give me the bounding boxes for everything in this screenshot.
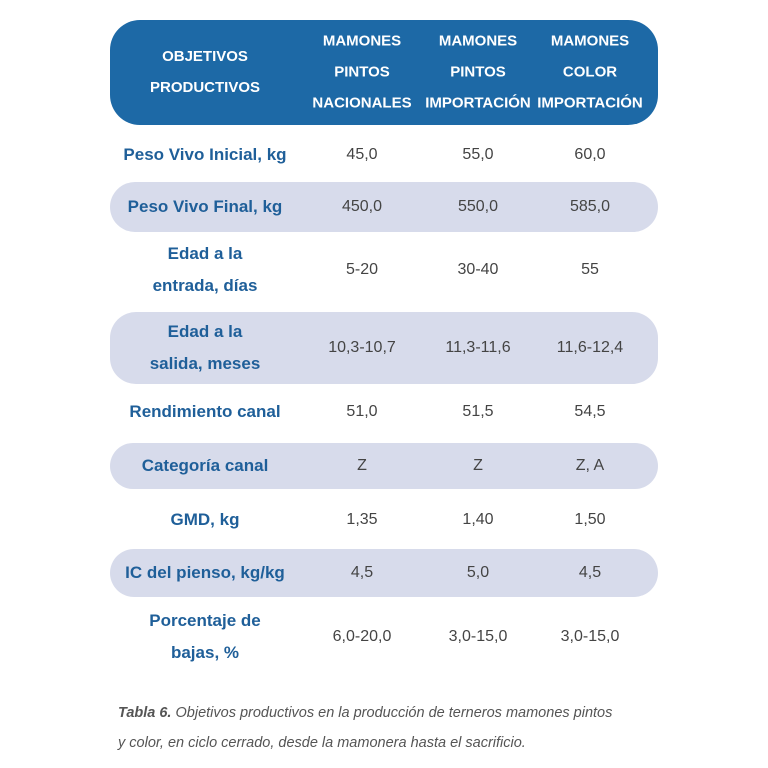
- value-cell: 1,50: [574, 511, 606, 528]
- row-band: [110, 182, 658, 232]
- label-line: bajas, %: [170, 643, 240, 662]
- row-label: Categoría canal: [100, 450, 310, 482]
- header-cell: MAMONES PINTOS IMPORTACIÓN: [418, 26, 538, 119]
- value-cell: 55: [581, 261, 599, 278]
- value-cell: 3,0-15,0: [560, 628, 620, 645]
- value-cell: 51,0: [346, 403, 378, 420]
- label-line: Porcentaje de: [149, 611, 261, 630]
- value-cell: 45,0: [346, 146, 378, 163]
- header-line: MAMONES: [438, 32, 518, 50]
- header-line: PRODUCTIVOS: [149, 79, 260, 96]
- value-cell: Z: [473, 457, 483, 474]
- value-cell: 30-40: [457, 261, 499, 278]
- label-line: IC del pienso, kg/kg: [125, 563, 285, 582]
- header-line: PINTOS: [334, 63, 390, 81]
- value-cell: 550,0: [457, 198, 499, 215]
- header-line: MAMONES: [322, 32, 402, 50]
- row-label: Peso Vivo Inicial, kg: [100, 139, 310, 171]
- value-cell: 10,3-10,7: [328, 339, 396, 356]
- value-cell: Z: [357, 457, 367, 474]
- label-line: Edad a la: [167, 322, 243, 341]
- value-cell: 6,0-20,0: [332, 628, 392, 645]
- label-line: Categoría canal: [141, 456, 269, 475]
- value-cell: 5-20: [345, 261, 379, 278]
- row-label: Peso Vivo Final, kg: [100, 191, 310, 223]
- value-cell: 585,0: [569, 198, 611, 215]
- value-cell: 51,5: [462, 403, 494, 420]
- value-cell: 450,0: [341, 198, 383, 215]
- header-line: MAMONES: [550, 32, 630, 50]
- table-header: [110, 20, 658, 125]
- header-line: COLOR: [562, 63, 618, 81]
- value-cell: 1,40: [462, 511, 494, 528]
- label-line: GMD, kg: [170, 510, 240, 529]
- header-line: IMPORTACIÓN: [425, 94, 531, 112]
- label-line: Rendimiento canal: [129, 402, 281, 421]
- label-line: Peso Vivo Final, kg: [127, 197, 283, 216]
- label-line: Peso Vivo Inicial, kg: [123, 145, 287, 164]
- value-cell: 5,0: [466, 564, 490, 581]
- header-line: IMPORTACIÓN: [537, 94, 643, 112]
- row-label: IC del pienso, kg/kg: [100, 557, 310, 589]
- row-label: Porcentaje de bajas, %: [100, 605, 310, 669]
- value-cell: 4,5: [350, 564, 374, 581]
- value-cell: 3,0-15,0: [448, 628, 508, 645]
- row-label: GMD, kg: [100, 504, 310, 536]
- row-band: [110, 549, 658, 597]
- row-label: Edad a la salida, meses: [100, 316, 310, 380]
- value-cell: 11,6-12,4: [556, 339, 624, 356]
- value-cell: 4,5: [578, 564, 602, 581]
- value-cell: 1,35: [346, 511, 378, 528]
- value-cell: Z, A: [575, 457, 605, 474]
- row-band: [110, 312, 658, 384]
- row-label: Rendimiento canal: [100, 396, 310, 428]
- value-cell: 11,3-11,6: [445, 339, 511, 356]
- caption-text: Objetivos productivos en la producción d…: [118, 705, 613, 751]
- header-cell: MAMONES PINTOS NACIONALES: [307, 26, 417, 119]
- label-line: Edad a la: [167, 244, 243, 263]
- value-cell: 60,0: [574, 146, 606, 163]
- row-band: [110, 443, 658, 489]
- value-cell: 54,5: [574, 403, 606, 420]
- caption: Tabla 6. Objetivos productivos en la pro…: [118, 698, 618, 758]
- value-cell: 55,0: [462, 146, 494, 163]
- header-cell: OBJETIVOS PRODUCTIVOS: [100, 41, 310, 103]
- header-line: PINTOS: [450, 63, 506, 81]
- header-line: NACIONALES: [312, 94, 412, 112]
- row-label: Edad a la entrada, días: [100, 238, 310, 302]
- label-line: salida, meses: [149, 354, 261, 373]
- label-line: entrada, días: [152, 276, 258, 295]
- caption-label: Tabla 6.: [118, 705, 172, 721]
- header-line: OBJETIVOS: [162, 48, 248, 65]
- header-cell: MAMONES COLOR IMPORTACIÓN: [530, 26, 650, 119]
